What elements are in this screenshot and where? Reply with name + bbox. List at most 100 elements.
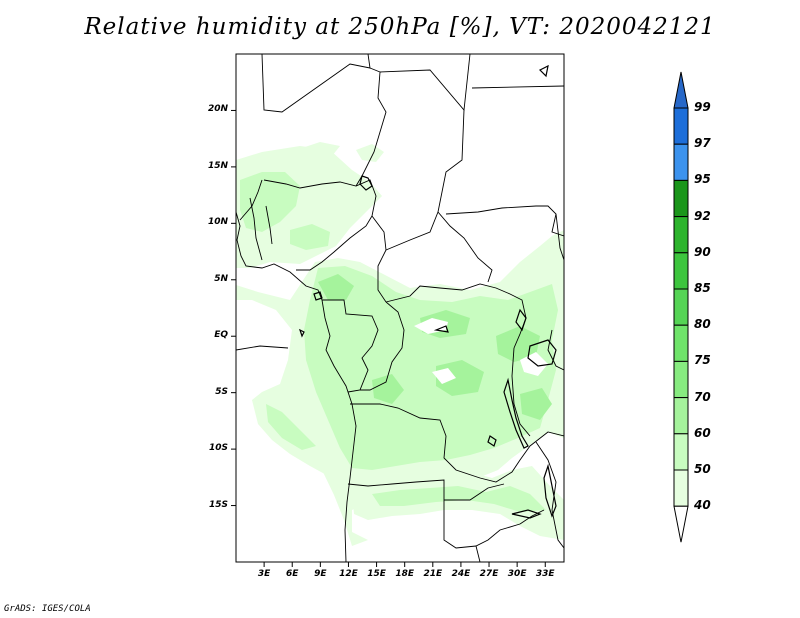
colorbar-segment xyxy=(673,216,689,254)
field-dry-hole xyxy=(520,352,548,376)
colorbar-label: 60 xyxy=(694,425,711,440)
field-region-west-inner xyxy=(240,172,300,232)
colorbar xyxy=(673,71,689,543)
lake-chad xyxy=(359,175,373,191)
border xyxy=(511,347,531,437)
colorbar-label: 97 xyxy=(694,136,711,151)
colorbar-label: 90 xyxy=(694,244,711,259)
field-region-east-arm xyxy=(500,230,564,290)
field-region-central-inner xyxy=(266,404,316,450)
colorbar-segment xyxy=(673,288,689,326)
lake-small xyxy=(298,328,305,338)
field-region-core-patch xyxy=(372,374,404,404)
lakes xyxy=(298,64,557,519)
lon-label: 33E xyxy=(535,569,555,579)
lon-label: 24E xyxy=(451,569,471,579)
lon-label: 12E xyxy=(339,569,358,579)
border xyxy=(347,479,521,549)
humidity-field xyxy=(236,142,564,546)
colorbar-label: 80 xyxy=(694,317,711,332)
axis-ticks xyxy=(231,109,546,567)
lat-label: 5N xyxy=(214,273,228,284)
border xyxy=(249,197,263,261)
field-region-north-patches xyxy=(356,144,384,162)
colorbar-segment xyxy=(673,360,689,399)
border xyxy=(379,54,471,112)
lon-label: 30E xyxy=(507,569,527,579)
colorbar-label: 95 xyxy=(694,172,711,187)
lat-label: EQ xyxy=(214,330,228,341)
lat-label: 15S xyxy=(208,499,228,510)
colorbar-segment xyxy=(673,397,689,435)
country-borders xyxy=(236,54,564,562)
field-region-central-inner xyxy=(304,266,558,470)
lon-label: 21E xyxy=(423,569,443,579)
lake-kariba xyxy=(511,509,542,519)
field-region-core-patch xyxy=(318,274,354,300)
colorbar-segment xyxy=(673,252,689,290)
field-region-core-patch xyxy=(520,388,552,420)
colorbar-label: 50 xyxy=(694,462,711,476)
colorbar-segment xyxy=(673,324,689,362)
border xyxy=(519,509,545,525)
lake-malawi xyxy=(543,463,557,518)
lon-label: 27E xyxy=(479,569,499,579)
colorbar-segment xyxy=(673,143,689,181)
border xyxy=(322,299,379,393)
field-region-south xyxy=(352,466,564,540)
lat-label: 20N xyxy=(207,104,228,115)
grads-credit: GrADS: IGES/COLA xyxy=(4,604,91,614)
colorbar-label: 70 xyxy=(694,389,711,404)
colorbar-bottom-arrow xyxy=(673,505,689,543)
field-region-south-inner xyxy=(372,486,546,512)
border xyxy=(445,205,564,237)
lat-label: 10S xyxy=(208,443,228,454)
lat-label: 5S xyxy=(215,386,228,397)
lat-label: 10N xyxy=(207,217,228,228)
colorbar-segment xyxy=(673,107,689,145)
border xyxy=(437,109,493,283)
lon-label: 6E xyxy=(286,569,299,579)
colorbar-segment xyxy=(673,469,689,507)
colorbar-segment xyxy=(673,433,689,471)
border xyxy=(475,545,481,562)
border xyxy=(444,483,505,501)
lake-small xyxy=(433,325,449,333)
border xyxy=(371,215,387,303)
lon-label: 9E xyxy=(314,569,327,579)
lake-victoria xyxy=(527,339,557,367)
lake-tanganyika xyxy=(503,377,529,449)
border xyxy=(261,54,371,113)
field-region-north-patches xyxy=(296,142,340,158)
colorbar-label: 92 xyxy=(694,208,711,223)
border xyxy=(239,179,263,221)
border xyxy=(385,211,439,251)
border xyxy=(360,301,405,391)
border xyxy=(263,179,377,271)
border xyxy=(350,403,564,483)
lon-label: 18E xyxy=(395,569,415,579)
border xyxy=(355,67,387,187)
colorbar-label: 99 xyxy=(694,100,711,114)
lake-small xyxy=(313,291,323,301)
lon-label: 15E xyxy=(367,569,386,579)
border xyxy=(471,85,564,89)
lake-small xyxy=(538,64,549,78)
lat-label: 15N xyxy=(207,160,228,171)
colorbar-top-arrow xyxy=(673,71,689,109)
field-region-west-inner xyxy=(290,224,330,250)
colorbar-segment xyxy=(673,179,689,218)
colorbar-label: 85 xyxy=(694,281,711,295)
colorbar-label: 75 xyxy=(694,353,711,368)
border xyxy=(265,205,273,245)
border xyxy=(236,345,289,351)
lake-mweru xyxy=(487,435,497,447)
plot-title: Relative humidity at 250hPa [%], VT: 202… xyxy=(84,14,716,40)
field-dry-hole xyxy=(432,368,456,384)
coastline xyxy=(236,211,357,562)
map-frame xyxy=(235,53,565,563)
lake-albert xyxy=(515,308,527,332)
border xyxy=(547,329,564,371)
border xyxy=(555,213,564,261)
